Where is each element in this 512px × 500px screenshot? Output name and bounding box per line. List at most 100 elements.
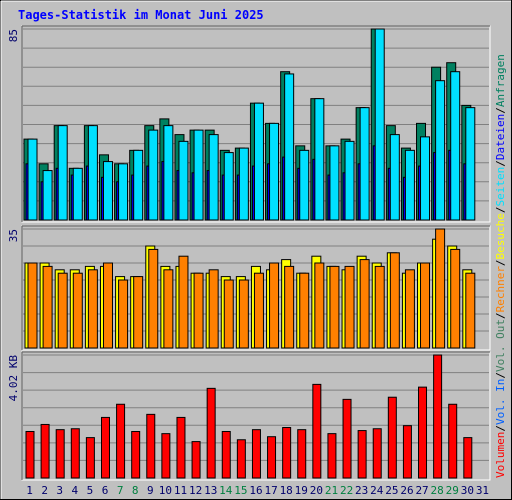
bar <box>148 129 159 221</box>
x-tick-label: 8 <box>132 484 139 497</box>
bar <box>221 430 231 479</box>
legend-separator: / <box>494 372 507 379</box>
x-tick-label: 31 <box>476 484 489 497</box>
bar <box>193 272 204 349</box>
y-tick-label: 85 <box>7 29 20 42</box>
bar <box>435 228 446 349</box>
x-tick-label: 23 <box>355 484 368 497</box>
bar <box>57 125 68 221</box>
legend-entry: Vol. In <box>494 379 507 425</box>
legend-separator: / <box>494 259 507 266</box>
x-tick-label: 7 <box>117 484 124 497</box>
bar <box>55 429 65 479</box>
bar <box>87 125 98 221</box>
bar <box>327 433 337 479</box>
y-tick-label: 35 <box>7 229 20 242</box>
bar <box>163 125 174 221</box>
x-tick-label: 18 <box>280 484 293 497</box>
x-tick-label: 21 <box>325 484 338 497</box>
bar <box>178 255 189 349</box>
bar <box>357 430 367 479</box>
x-tick-label: 17 <box>264 484 277 497</box>
bar <box>133 276 144 349</box>
x-tick-label: 1 <box>26 484 33 497</box>
bar <box>418 386 428 479</box>
bar <box>359 107 370 221</box>
x-tick-label: 22 <box>340 484 353 497</box>
bar <box>435 80 446 221</box>
bar <box>208 134 219 221</box>
bar <box>342 398 352 479</box>
bar <box>463 437 473 479</box>
bar <box>299 272 310 349</box>
x-tick-label: 4 <box>72 484 79 497</box>
legend-entry: Volumen <box>494 432 507 478</box>
bar <box>404 269 415 349</box>
bar <box>206 387 216 479</box>
bar <box>387 396 397 479</box>
chart-title: Tages-Statistik im Monat Juni 2025 <box>18 8 264 22</box>
bar <box>176 416 186 479</box>
bar <box>359 259 370 349</box>
bar <box>329 265 340 349</box>
bar <box>314 262 325 349</box>
bar <box>118 163 129 221</box>
bar <box>253 102 264 221</box>
x-tick-label: 27 <box>415 484 428 497</box>
bar <box>282 427 292 479</box>
x-tick-label: 6 <box>102 484 109 497</box>
bar <box>191 441 201 479</box>
bar <box>161 433 171 479</box>
bar <box>223 152 234 221</box>
bar <box>102 161 113 221</box>
bar <box>27 138 38 221</box>
bar <box>372 428 382 479</box>
y-tick-label: 4.02 KB <box>7 355 20 402</box>
legend-entry: Vol. Out <box>494 319 507 372</box>
bar <box>27 262 38 349</box>
x-tick-label: 3 <box>56 484 63 497</box>
bar <box>448 403 458 479</box>
bar <box>133 149 144 221</box>
x-tick-label: 5 <box>87 484 94 497</box>
bar <box>87 269 98 349</box>
bar <box>238 147 249 221</box>
x-tick-label: 24 <box>370 484 384 497</box>
legend-entry: Dateien <box>494 114 507 160</box>
bar <box>284 73 295 221</box>
bar <box>329 145 340 221</box>
bar <box>267 436 277 479</box>
bar <box>238 279 249 349</box>
legend-entry: Seiten <box>494 167 507 207</box>
legend-entry: Rechner <box>494 266 507 313</box>
bar <box>297 429 307 479</box>
bar <box>42 265 53 349</box>
x-tick-label: 29 <box>446 484 459 497</box>
bar <box>374 28 385 221</box>
bar <box>465 272 476 349</box>
bar <box>433 354 443 479</box>
bar <box>208 269 219 349</box>
bar <box>146 413 156 479</box>
x-tick-label: 12 <box>189 484 202 497</box>
x-tick-label: 2 <box>41 484 48 497</box>
x-tick-label: 11 <box>174 484 187 497</box>
bar <box>25 430 35 479</box>
bar <box>450 248 461 349</box>
legend-entry: Anfragen <box>494 54 507 107</box>
x-tick-label: 10 <box>159 484 172 497</box>
x-tick-label: 9 <box>147 484 154 497</box>
bar <box>420 262 431 349</box>
bar <box>404 149 415 221</box>
bar <box>223 279 234 349</box>
bar <box>465 107 476 221</box>
bar <box>269 122 280 221</box>
bar <box>269 262 280 349</box>
bar <box>389 134 400 221</box>
x-tick-label: 28 <box>431 484 444 497</box>
legend-separator: / <box>494 206 507 213</box>
bar <box>57 272 68 349</box>
x-tick-label: 15 <box>234 484 247 497</box>
x-tick-label: 13 <box>204 484 217 497</box>
